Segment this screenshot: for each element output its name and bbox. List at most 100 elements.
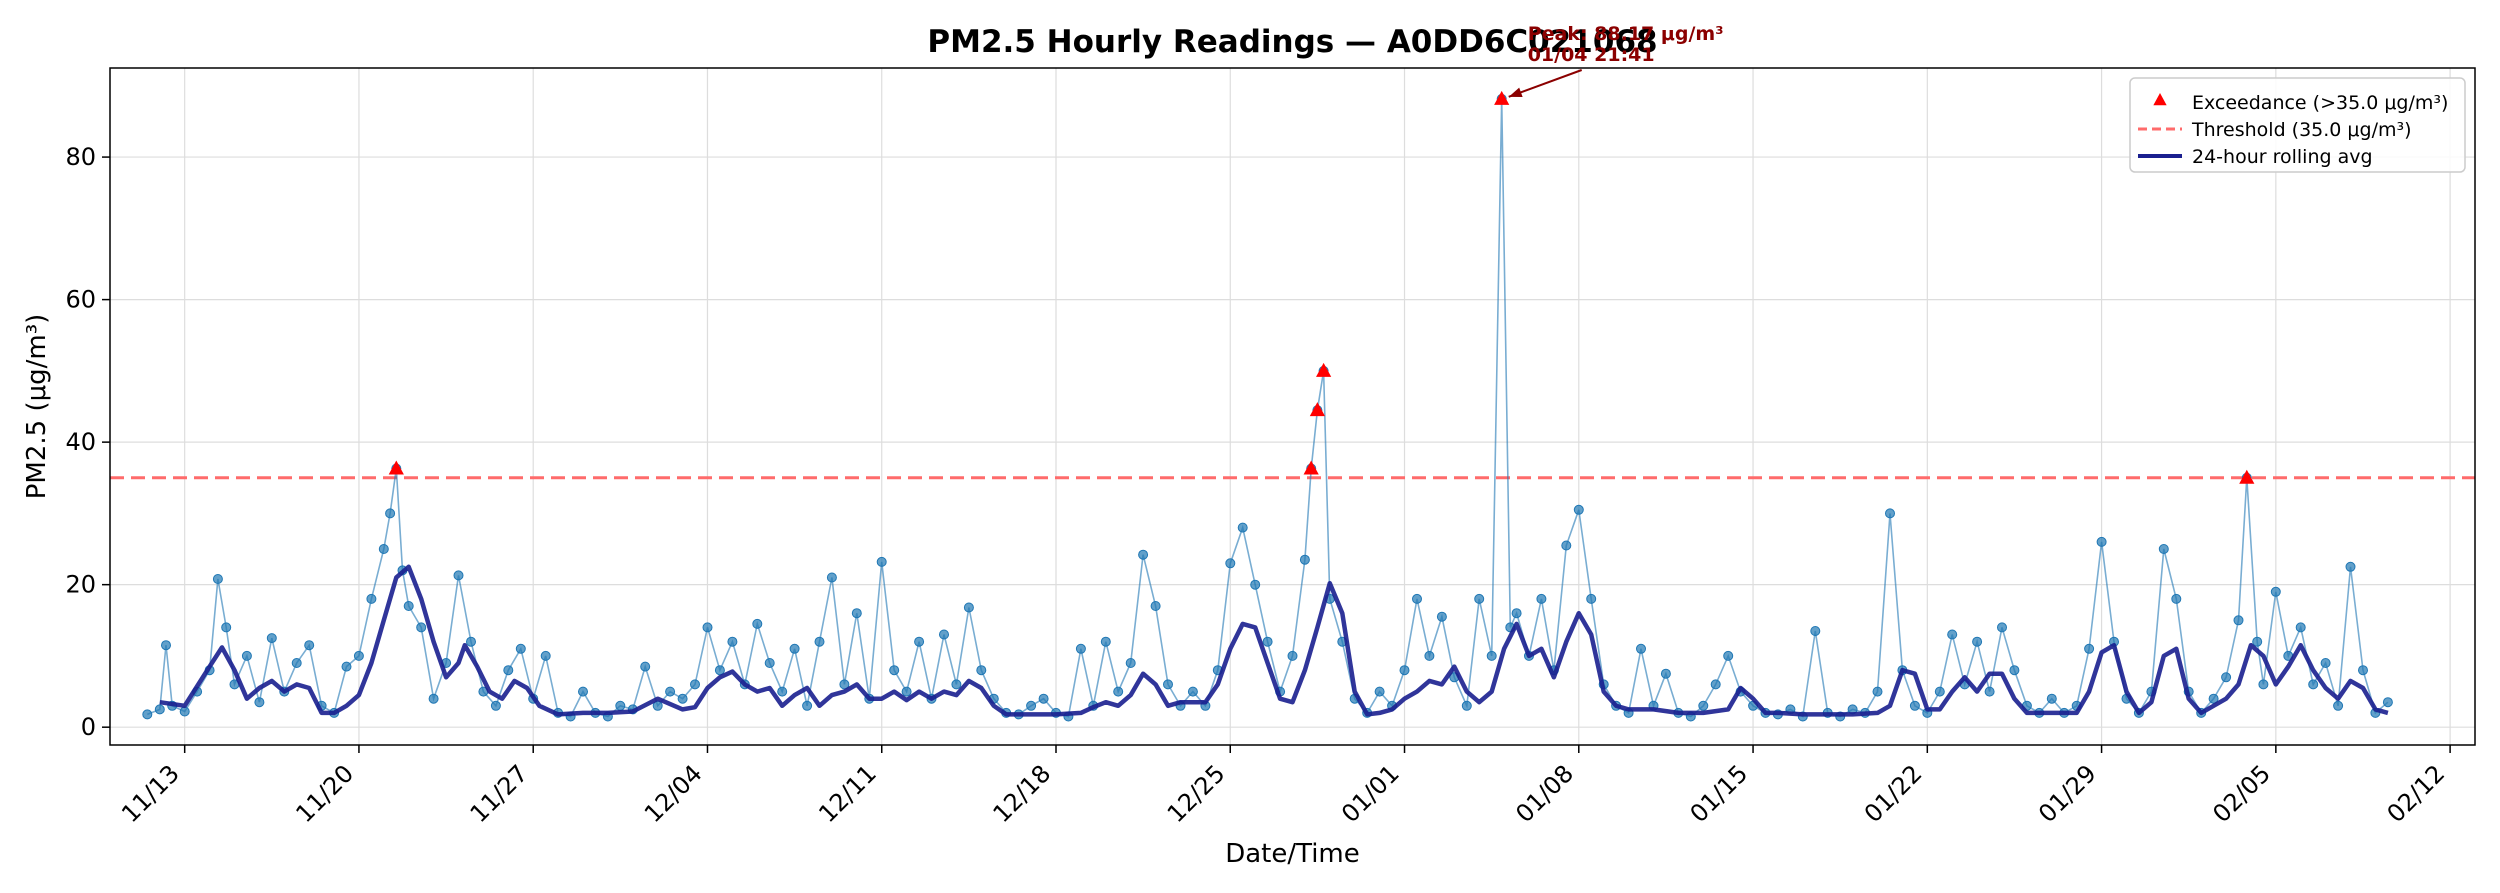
reading-point [1412,593,1422,604]
exceedance-marker [388,460,404,475]
reading-point [212,574,223,584]
reading-point [1038,693,1049,704]
reading-point [2252,636,2263,647]
reading-point [1374,686,1385,697]
reading-point [1934,686,1945,697]
reading-point [403,601,414,611]
reading-point [714,665,725,676]
reading-point [652,700,663,711]
rolling-average-layer [159,564,2389,717]
reading-point [814,636,825,647]
reading-point [789,643,800,654]
reading-point [2009,665,2020,676]
reading-point [179,706,190,717]
reading-point [2084,643,2095,654]
reading-point [2233,615,2244,626]
reading-point [378,544,389,554]
y-tick-label: 20 [65,571,96,599]
reading-point [1561,540,1572,551]
reading-point [690,679,700,690]
reading-point [839,679,850,690]
reading-point [1150,601,1161,611]
reading-point [1984,686,1995,697]
reading-point [764,658,775,668]
reading-point [1885,508,1895,519]
reading-point [1262,636,1273,647]
reading-point [2208,693,2219,704]
reading-point [1436,611,1447,622]
y-axis-ticks: 0 20 40 60 80 [65,143,110,741]
reading-point [1723,650,1734,661]
reading-point [1586,593,1597,604]
y-axis-title: PM2.5 (μg/m³) [22,314,52,500]
reading-point [2158,544,2169,554]
reading-point [976,665,987,676]
reading-point [1511,608,1522,619]
reading-point [876,556,887,567]
reading-point [2171,593,2182,604]
chart-title: PM2.5 Hourly Readings — A0DD6C021068 [927,24,1657,60]
reading-point [221,622,232,633]
reading-point [1163,679,1173,690]
reading-point [615,700,626,711]
reading-point [1486,650,1497,661]
exceedance-layer [388,90,2255,484]
reading-point [1660,668,1671,679]
reading-point [161,640,171,651]
reading-point [1698,700,1709,711]
reading-point [1947,629,1958,640]
reading-point [826,572,837,583]
legend-box [2129,77,2466,173]
exceedance-marker [2239,469,2255,484]
reading-point [777,686,788,697]
reading-point [453,570,464,581]
reading-point [914,636,925,647]
reading-point [2270,586,2281,597]
legend-label-rolling-avg: 24-hour rolling avg [2192,146,2373,168]
reading-point [578,686,588,697]
reading-point [727,636,738,647]
annotation-peak-value: Peak: 88.17 μg/m³ [1528,23,1724,45]
reading-point [1810,626,1821,636]
reading-point [963,602,974,613]
reading-point [1710,679,1721,690]
reading-point [341,661,352,672]
reading-point [640,661,651,672]
reading-point [1026,700,1037,711]
reading-point [154,704,165,715]
plot-frame [109,67,2476,746]
reading-point [1237,522,1248,533]
reading-point [665,686,676,697]
reading-point [353,650,364,661]
reading-point [939,629,949,640]
annotation-arrowhead [1508,87,1523,98]
x-axis-title: Date/Time [1225,839,1360,869]
reading-point [2258,679,2269,690]
reading-point [1872,686,1883,697]
rolling-average-line [159,564,2389,717]
reading-point [851,608,862,619]
reading-point [1287,650,1298,661]
reading-point [2358,665,2368,676]
reading-point [2046,693,2057,704]
legend-exceedance-marker [2153,93,2167,106]
annotation-peak-time: 01/04 21:41 [1528,44,1655,66]
y-tick-label: 60 [65,286,96,314]
reading-point [366,593,377,604]
reading-point [1997,622,2007,633]
reading-point [2221,672,2232,683]
exceedance-marker [1494,90,1510,105]
reading-point [142,709,153,720]
reading-point [1100,636,1111,647]
reading-point [2320,658,2331,668]
reading-point [466,636,476,647]
reading-point [540,650,551,661]
reading-point [1424,650,1435,661]
reading-point [503,665,514,676]
reading-point [1474,593,1485,604]
reading-point [1225,558,1236,569]
reading-point [2295,622,2306,633]
reading-point [266,633,277,644]
reading-point [1125,658,1136,668]
